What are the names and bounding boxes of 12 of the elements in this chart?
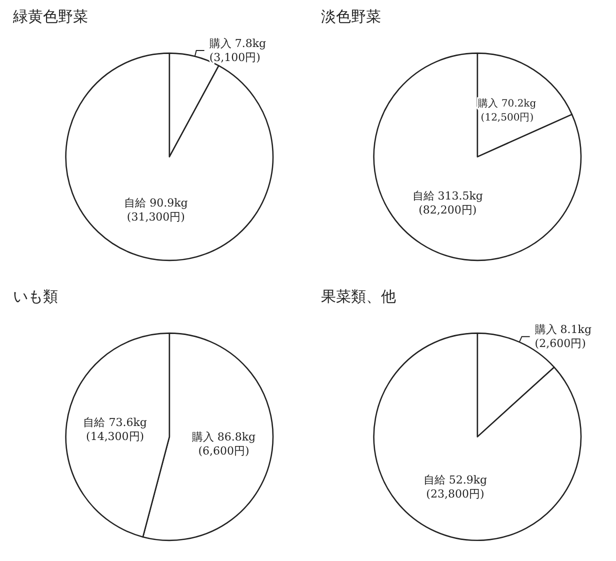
chart-title: 淡色野菜 xyxy=(321,8,381,26)
slice-label: 購入 70.2kg (12,500円) xyxy=(478,97,537,124)
slice-label: 購入 86.8kg (6,600円) xyxy=(192,430,256,458)
chart-title: 緑黄色野菜 xyxy=(12,8,88,26)
slice-label: 自給 73.6kg (14,300円) xyxy=(83,416,147,444)
chart-title: いも類 xyxy=(13,288,58,306)
slice-label: 自給 313.5kg (82,200円) xyxy=(412,189,483,216)
chart-title: 果菜類、他 xyxy=(321,288,396,306)
slice-label: 自給 52.9kg (23,800円) xyxy=(423,473,488,500)
slice-label: 購入 7.8kg (3,100円) xyxy=(209,37,266,64)
slice-label: 購入 8.1kg (2,600円) xyxy=(534,323,592,350)
slice-label: 自給 90.9kg (31,300円) xyxy=(124,196,188,224)
